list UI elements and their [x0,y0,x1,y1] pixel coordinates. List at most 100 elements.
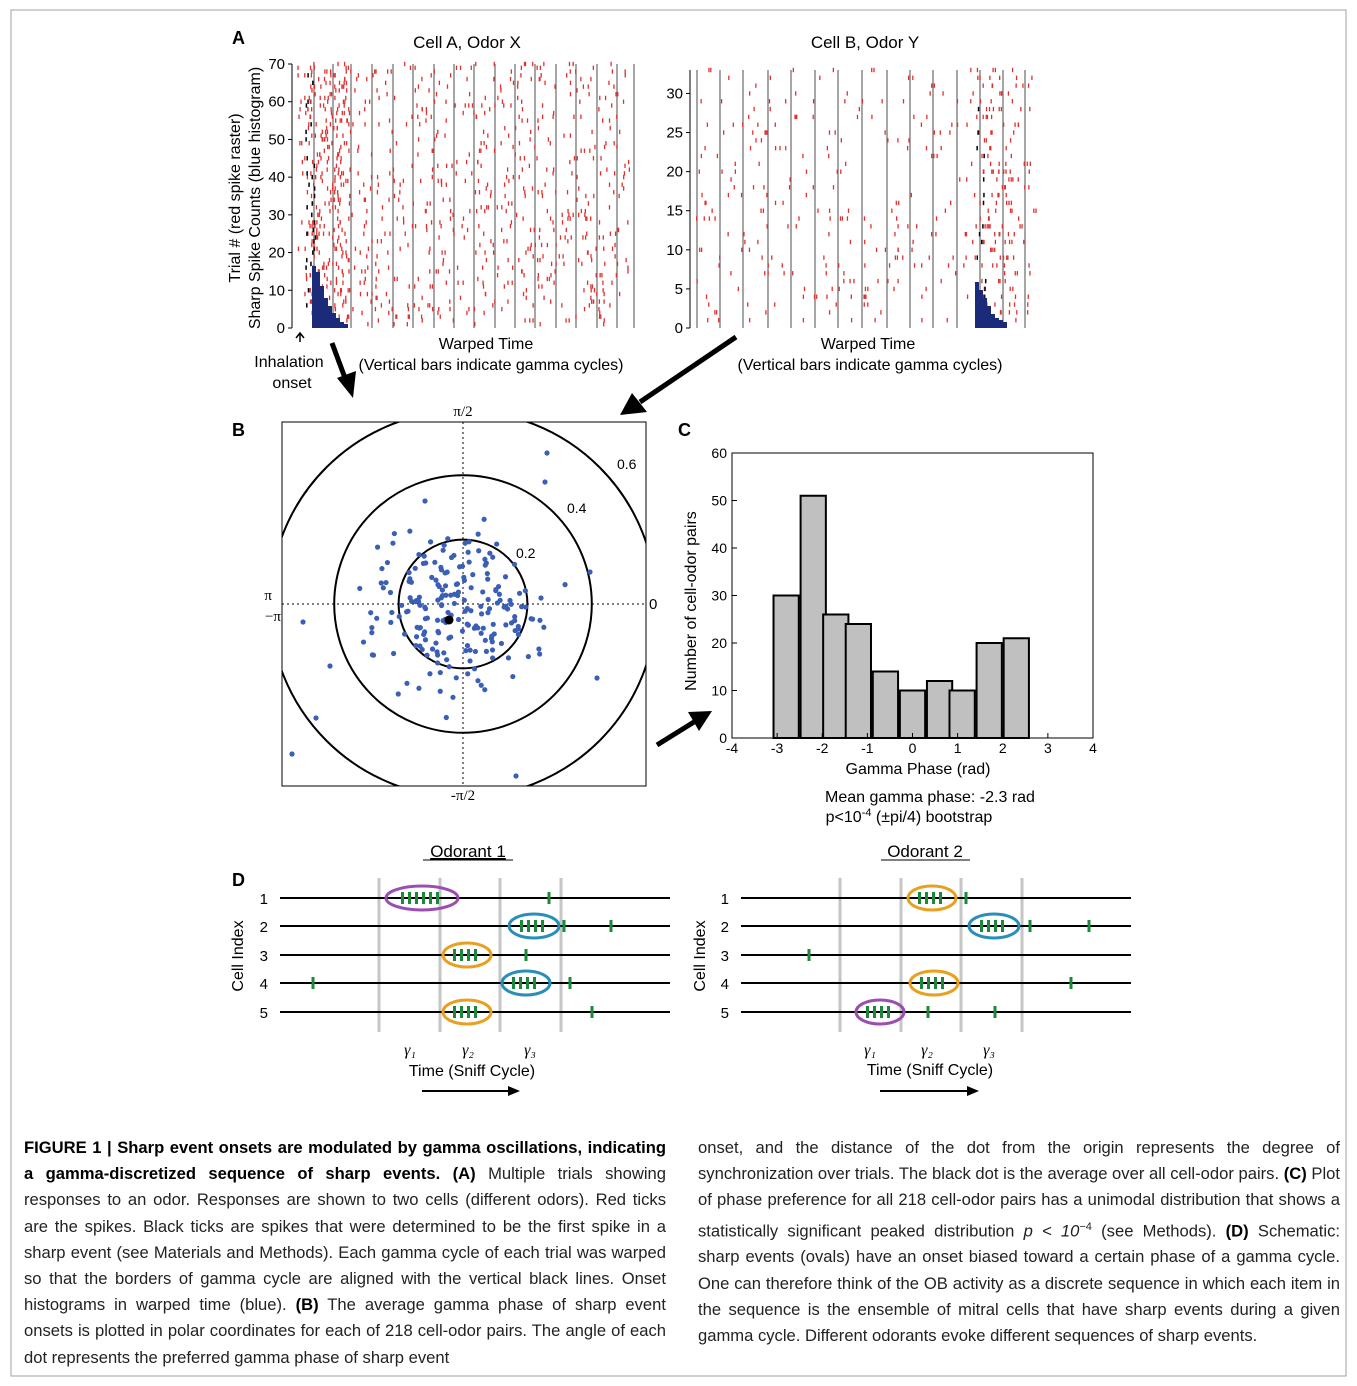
cell-odor-dot [437,669,443,676]
sharp-spike-tick [474,949,477,961]
schematic-sequences: 1 2 3 4 5 γ₁ γ₂ γ₃ 1 2 3 4 5 γ₁ γ₂ γ₃ [260,878,1131,1059]
cell-odor-dot [412,565,418,571]
raster-y-tick-label: 50 [268,131,285,148]
cell-odor-dot [490,554,496,560]
cell-odor-dot [537,651,543,657]
cell-odor-dot [494,541,500,547]
sharp-spike-tick [987,920,990,932]
sharp-spike-tick [512,977,515,989]
cell-odor-dot [489,655,496,661]
cell-odor-dot [498,640,505,647]
cell-odor-dot [408,579,415,585]
cell-odor-dot [450,694,456,700]
cell-odor-dot [405,608,411,614]
sharp-spike-tick [873,1006,876,1018]
cell-odor-dot [442,570,448,576]
sharp-spike-tick [1087,920,1091,932]
cell-odor-dot [374,544,381,550]
onset-histogram-bar [999,320,1003,328]
onset-histogram-bar [332,313,336,328]
cell-odor-dot [416,551,422,558]
cell-odor-dot [413,642,419,649]
polar-bottom-label: -π/2 [451,788,475,804]
cell-odor-dot [464,642,471,649]
sharp-event-oval [500,969,552,997]
cell-odor-dot [478,630,484,636]
hist-bar [799,494,827,739]
inhalation-label-1: Inhalation [254,354,323,371]
cell-odor-dot [464,621,470,627]
sharp-spike-tick [939,892,942,904]
hist-bar [898,689,927,739]
mean-dot [444,615,454,625]
raster-y-tick-label: 25 [666,125,683,142]
cell-index-tick: 2 [260,919,268,936]
raster-y-tick-label: 0 [277,320,285,337]
cell-odor-dot [440,547,446,553]
onset-histogram-bar [316,272,320,328]
cell-odor-dot [380,585,386,591]
cell-odor-dot [433,577,439,583]
sharp-event-oval [908,969,960,997]
panel-b-label: B [232,420,245,440]
time-label-right: Time (Sniff Cycle) [867,1062,993,1079]
cell-odor-dot [438,602,445,609]
cell-odor-dot [466,559,472,565]
cell-odor-dot [467,658,473,664]
sharp-spike-tick [422,892,425,904]
cell-odor-dot [484,570,490,577]
gamma-cycle-label: γ₃ [983,1042,995,1059]
cell-odor-dot [360,639,367,645]
hist-bar [844,623,872,739]
cell-odor-dot [480,625,486,631]
cell-odor-dot [525,653,531,660]
onset-histogram-bar [991,314,995,328]
hist-x-tick-label: 0 [909,740,917,756]
sharp-spike-tick [519,977,522,989]
raster-left-xnote: (Vertical bars indicate gamma cycles) [359,357,624,374]
cell-odor-dot [391,530,397,537]
cell-odor-dot [442,583,449,589]
raster-y-tick-label: 10 [268,282,285,299]
caption-c-text2: (see Methods). [1091,1221,1226,1241]
hist-y-tick-label: 20 [711,635,727,651]
time-label-left: Time (Sniff Cycle) [409,1063,535,1080]
inhalation-arrow-icon [295,331,305,342]
caption-c-math: p < 10 [1023,1221,1080,1241]
cell-odor-dot [515,631,522,638]
cell-odor-dot [468,585,474,591]
cell-odor-dot [416,594,422,600]
cell-odor-dot [471,666,478,672]
cell-odor-dot [369,630,375,636]
cell-index-tick: 1 [721,891,729,908]
sharp-event-oval [507,912,561,940]
cell-odor-dot [505,655,512,661]
raster-right-xlabel: Warped Time [821,336,916,353]
caption-b-text-rest: onset, and the distance of the dot from … [698,1138,1340,1184]
cell-odor-dot [436,630,442,636]
gamma-cycle-label: γ₁ [864,1042,876,1059]
cell-odor-dot [406,569,412,576]
onset-histogram-bar [979,290,983,328]
cell-odor-dot [502,574,509,580]
sharp-spike-tick [609,920,613,932]
onset-histogram-bar [1003,322,1007,328]
caption-a-text: Multiple trials showing responses to an … [24,1164,666,1315]
cell-odor-dot [507,597,513,604]
sharp-spike-tick [1069,977,1073,989]
cell-odor-dot [434,652,441,658]
cell-odor-dot [515,626,521,632]
cell-odor-dot [448,554,455,561]
cell-odor-dot [409,598,415,604]
sharp-spike-tick [590,1006,594,1018]
cell-odor-dot [489,639,495,645]
cell-odor-dot [395,691,401,697]
hist-x-tick-label: -1 [861,740,874,756]
caption-c-text: Plot of phase preference for all 218 cel… [698,1164,1340,1241]
cell-odor-dot [440,617,446,624]
cell-odor-dot [456,564,463,570]
raster-y-tick-label: 15 [666,203,683,220]
raster-y-tick-label: 20 [268,245,285,262]
